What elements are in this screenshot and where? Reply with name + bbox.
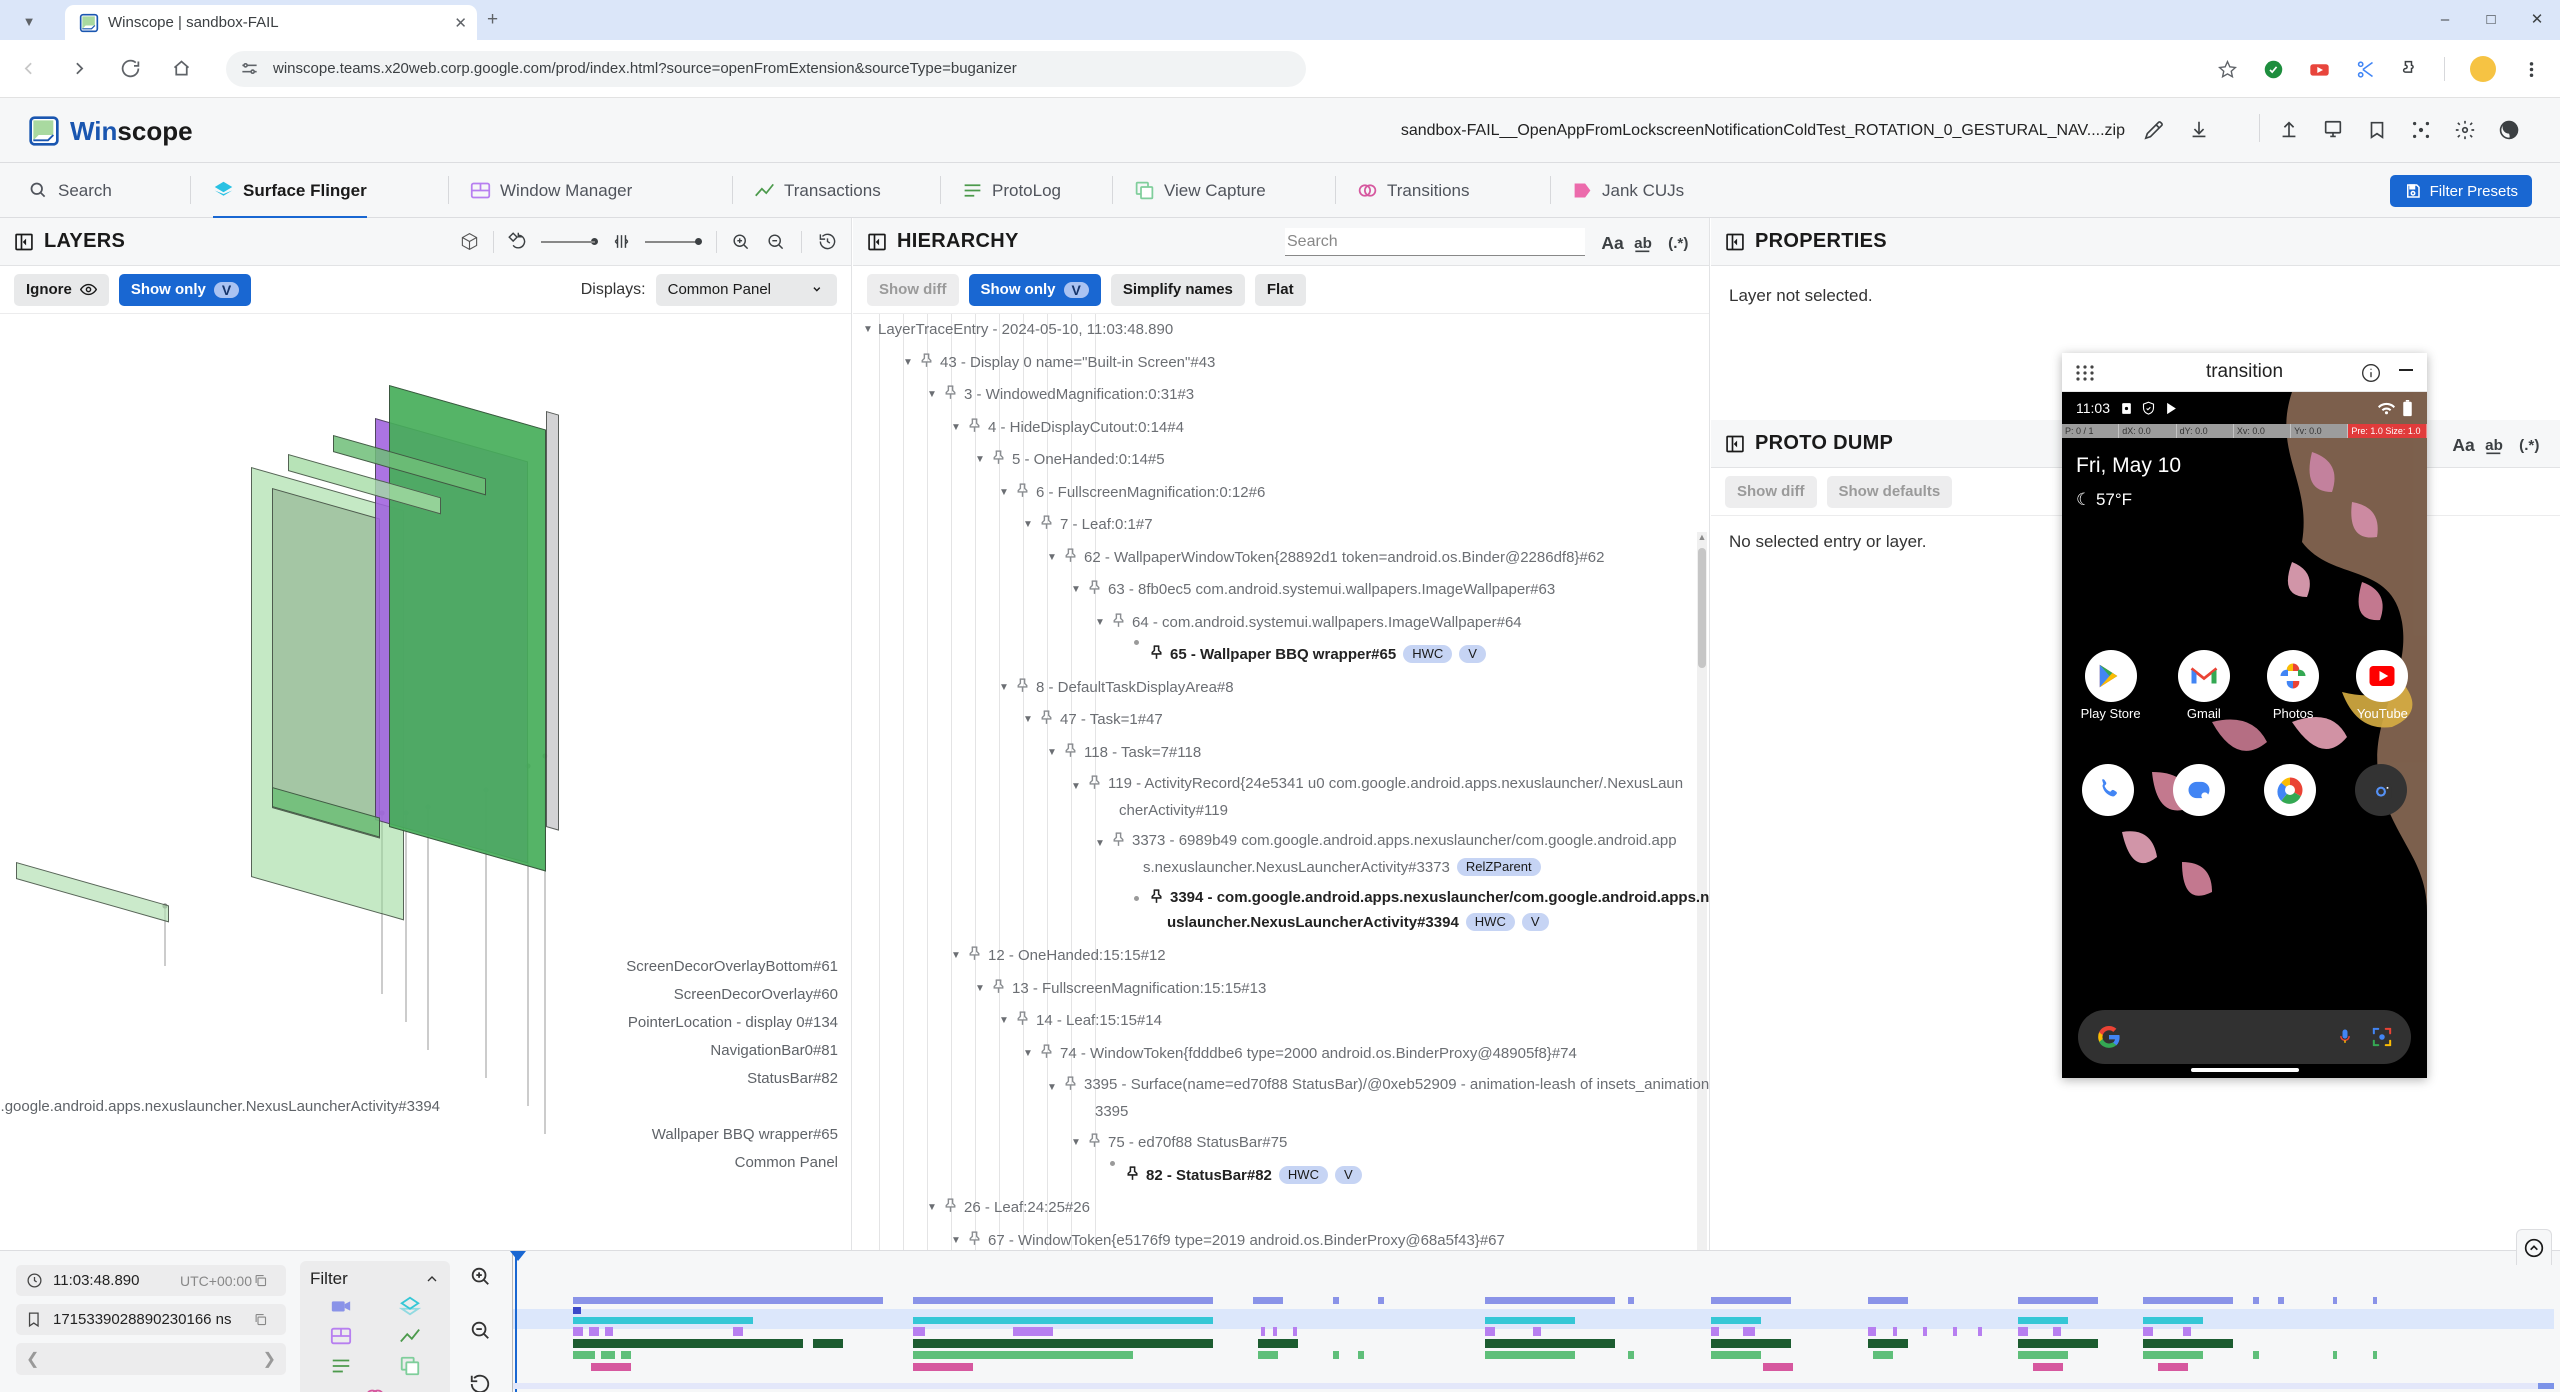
svg-text:(.*): (.*)	[1668, 235, 1688, 252]
svg-text:ab: ab	[2485, 437, 2503, 454]
svg-text:Aa: Aa	[2452, 435, 2475, 455]
svg-text:ab: ab	[1634, 235, 1652, 252]
svg-text:Aa: Aa	[1601, 233, 1624, 253]
svg-text:(.*): (.*)	[2519, 437, 2539, 454]
